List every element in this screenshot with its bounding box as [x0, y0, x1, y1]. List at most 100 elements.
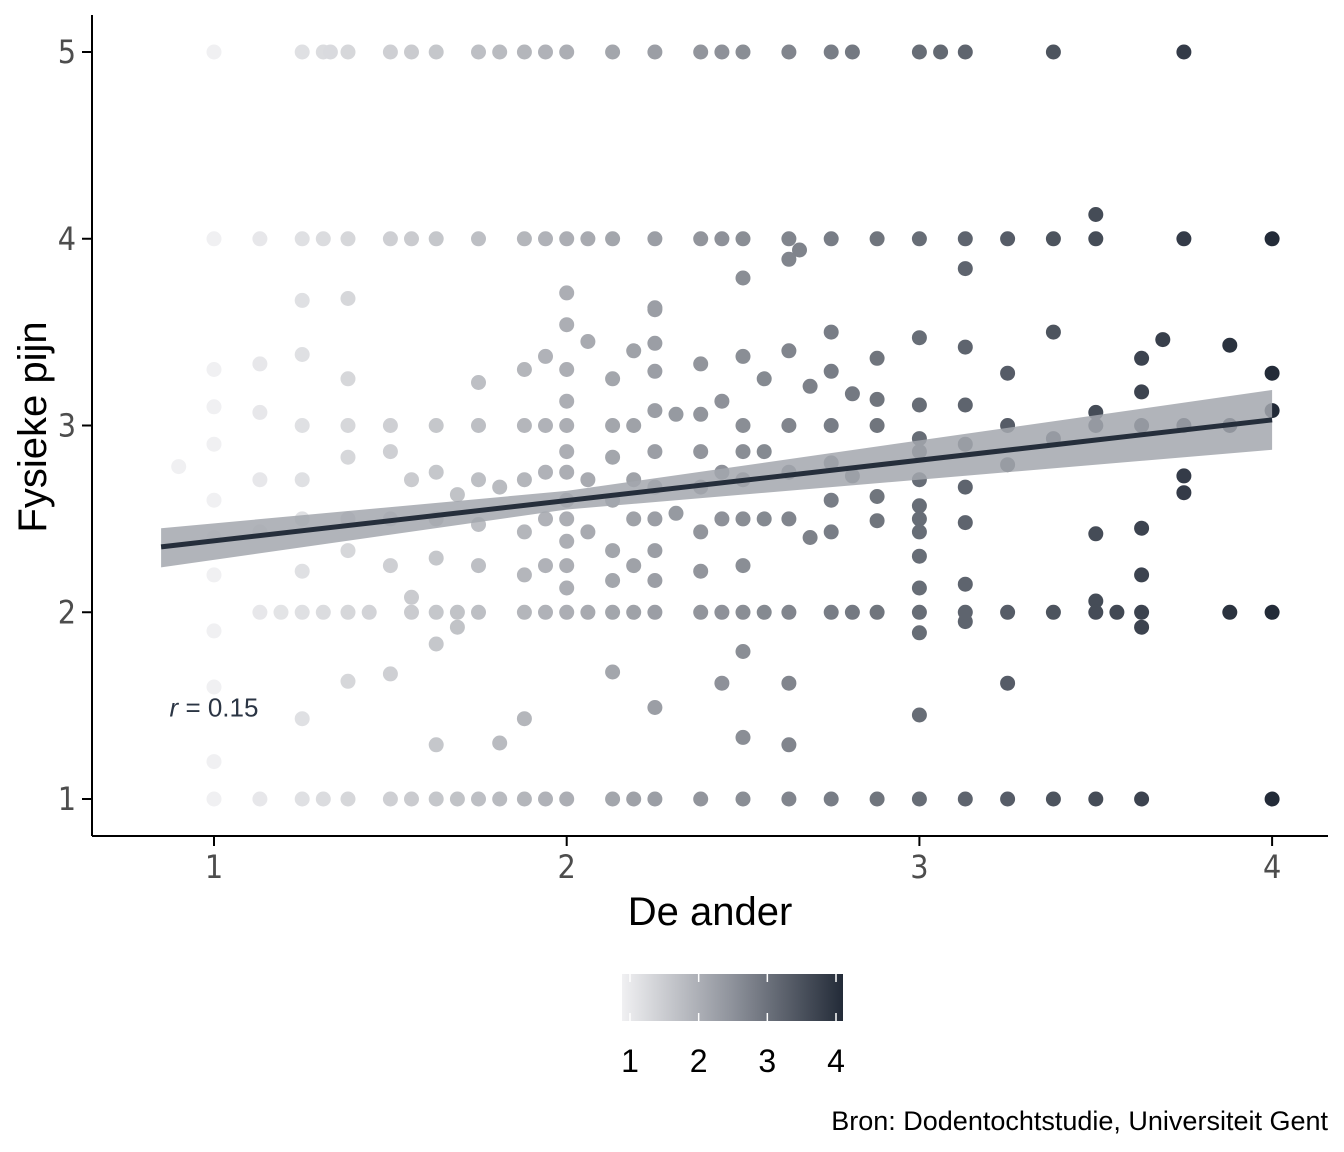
data-point — [911, 791, 927, 807]
data-point — [1088, 593, 1104, 609]
data-point — [516, 362, 532, 377]
data-point — [823, 363, 839, 379]
legend-tick-label: 2 — [690, 1043, 708, 1079]
data-point — [957, 339, 973, 355]
correlation-annotation: r = 0.15 — [170, 692, 259, 722]
data-point — [559, 533, 575, 549]
data-point — [1045, 791, 1061, 807]
data-point — [580, 231, 596, 247]
data-point — [382, 444, 398, 460]
y-tick-label: 4 — [58, 220, 76, 258]
data-point — [911, 44, 927, 60]
data-point — [340, 371, 356, 387]
data-point — [340, 543, 356, 559]
y-tick-label: 3 — [58, 407, 76, 445]
data-point — [781, 231, 797, 247]
x-tick-label: 2 — [558, 848, 576, 886]
source-caption: Bron: Dodentochtstudie, Universiteit Gen… — [831, 1106, 1328, 1136]
data-point — [735, 444, 751, 460]
data-point — [404, 604, 419, 620]
data-point — [294, 418, 310, 433]
data-point — [823, 324, 839, 340]
data-point — [802, 378, 818, 394]
data-point — [340, 231, 356, 247]
data-point — [1222, 337, 1238, 353]
data-point — [252, 472, 268, 488]
legend-tick-label: 3 — [758, 1043, 776, 1079]
data-point — [382, 418, 398, 433]
data-point — [428, 550, 444, 566]
data-point — [1134, 567, 1150, 583]
data-point — [273, 604, 289, 620]
data-point — [1000, 365, 1016, 381]
data-point — [781, 511, 797, 527]
data-point — [647, 44, 663, 60]
data-point — [911, 397, 927, 413]
data-point — [340, 673, 356, 689]
data-point — [340, 604, 356, 620]
data-point — [294, 44, 310, 60]
data-point — [756, 371, 772, 387]
data-point — [404, 231, 419, 247]
data-point — [206, 231, 222, 247]
data-point — [647, 573, 663, 588]
data-point — [516, 604, 532, 620]
data-point — [781, 44, 797, 60]
data-point — [869, 391, 885, 407]
data-point — [1264, 791, 1280, 807]
legend-colorbar — [622, 974, 843, 1021]
data-point — [538, 44, 553, 60]
data-point — [933, 44, 949, 60]
data-point — [294, 292, 310, 308]
data-point — [911, 231, 927, 247]
data-point — [626, 511, 642, 527]
data-point — [756, 511, 772, 527]
x-axis-title: De ander — [628, 890, 793, 934]
data-point — [802, 530, 818, 545]
data-point — [559, 511, 575, 527]
data-point — [647, 231, 663, 247]
data-point — [294, 791, 310, 807]
data-point — [1000, 791, 1016, 807]
data-point — [294, 604, 310, 620]
data-point — [735, 44, 751, 60]
data-point — [206, 44, 222, 60]
data-point — [735, 418, 751, 433]
data-point — [516, 791, 532, 807]
color-legend: 1 2 3 4 — [621, 974, 845, 1079]
data-point — [1088, 791, 1104, 807]
data-point — [1134, 520, 1150, 536]
legend-tick-label: 4 — [827, 1043, 845, 1079]
data-point — [471, 375, 486, 390]
data-point — [559, 444, 575, 460]
data-point — [580, 524, 596, 540]
data-point — [252, 231, 268, 247]
data-point — [206, 679, 222, 695]
data-point — [559, 362, 575, 377]
data-point — [957, 261, 973, 277]
data-point — [605, 371, 621, 387]
data-point — [206, 362, 222, 377]
data-point — [294, 472, 310, 488]
data-point — [428, 636, 444, 652]
data-point — [911, 580, 927, 596]
x-axis-ticks: 1 2 3 4 — [205, 836, 1281, 886]
data-point — [1088, 604, 1104, 620]
data-point — [735, 231, 751, 247]
data-point — [1264, 365, 1280, 381]
data-point — [735, 511, 751, 527]
data-point — [580, 604, 596, 620]
data-point — [605, 231, 621, 247]
data-point — [1045, 324, 1061, 340]
data-point — [471, 604, 486, 620]
data-point — [957, 44, 973, 60]
data-point — [516, 231, 532, 247]
data-point — [735, 558, 751, 574]
data-point — [559, 791, 575, 807]
data-point — [294, 231, 310, 247]
data-point — [322, 44, 338, 60]
data-point — [823, 791, 839, 807]
data-point — [428, 464, 444, 480]
data-point — [559, 580, 575, 596]
data-point — [714, 44, 730, 60]
